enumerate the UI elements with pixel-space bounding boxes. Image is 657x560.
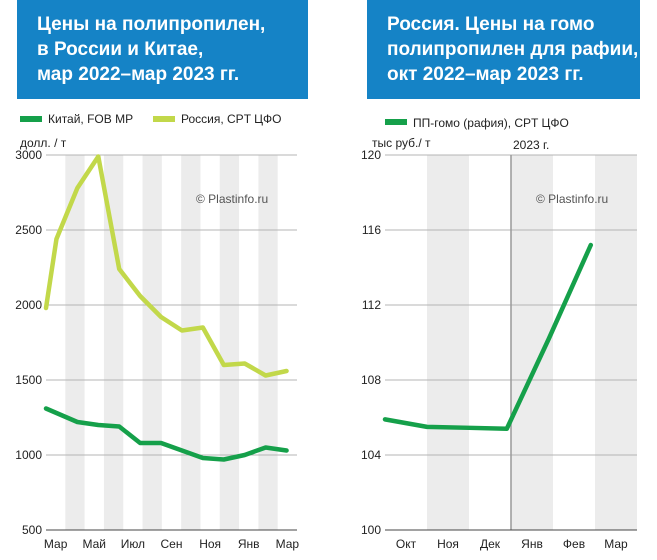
legend-label-china: Китай, FOB MP xyxy=(48,112,133,126)
right-band xyxy=(595,155,637,530)
right-y-tick-label: 104 xyxy=(361,448,381,462)
left-x-tick-label: Сен xyxy=(161,537,183,551)
left-x-tick-label: Мар xyxy=(44,537,68,551)
right-background-bands xyxy=(427,155,637,530)
right-title-line: полипропилен для рафии, xyxy=(387,39,639,60)
left-watermark: © Plastinfo.ru xyxy=(196,192,268,206)
right-x-tick-labels: Окт Ноя Дек Янв Фев Мар xyxy=(396,537,628,551)
right-y-tick-label: 100 xyxy=(361,523,381,537)
legend-label-russia: Россия, CPT ЦФО xyxy=(181,112,281,126)
right-x-tick-label: Фев xyxy=(563,537,585,551)
right-x-tick-label: Дек xyxy=(480,537,501,551)
left-x-tick-label: Янв xyxy=(238,537,260,551)
right-x-tick-label: Окт xyxy=(396,537,417,551)
left-x-tick-label: Май xyxy=(83,537,107,551)
right-band xyxy=(427,155,469,530)
left-band xyxy=(258,155,278,530)
left-y-tick-label: 2000 xyxy=(15,298,42,312)
left-band xyxy=(181,155,201,530)
left-x-tick-label: Июл xyxy=(121,537,145,551)
left-y-tick-label: 1500 xyxy=(15,373,42,387)
right-y-tick-label: 116 xyxy=(362,223,381,237)
year-annotation: 2023 г. xyxy=(513,138,549,152)
left-series-lines xyxy=(43,154,289,462)
right-x-tick-label: Ноя xyxy=(437,537,459,551)
legend-swatch-china xyxy=(20,116,42,122)
right-y-tick-labels: 100 104 108 112 116 120 xyxy=(361,148,381,537)
right-chart-title: Россия. Цены на гомо полипропилен для ра… xyxy=(367,0,640,99)
left-y-tick-label: 2500 xyxy=(15,223,42,237)
right-x-tick-label: Янв xyxy=(521,537,543,551)
left-title-line: в России и Китае, xyxy=(37,39,204,60)
left-x-tick-label: Ноя xyxy=(199,537,221,551)
legend-label-rafia: ПП-гомо (рафия), CPT ЦФО xyxy=(413,116,569,130)
right-chart: 100 104 108 112 116 120 Окт Ноя Дек Янв Фев Мар ты… xyxy=(361,116,637,551)
left-y-tick-label: 500 xyxy=(22,523,42,537)
left-series-line-0 xyxy=(43,406,289,462)
legend-swatch-rafia xyxy=(385,119,407,125)
right-y-tick-label: 108 xyxy=(361,373,381,387)
left-x-tick-labels: Мар Май Июл Сен Ноя Янв Мар xyxy=(44,537,299,551)
right-x-tick-label: Мар xyxy=(604,537,628,551)
left-band xyxy=(65,155,85,530)
left-y-tick-labels: 500 1000 1500 2000 2500 3000 xyxy=(15,148,42,537)
right-y-tick-label: 112 xyxy=(362,298,381,312)
right-y-axis-unit: тыс руб./ т xyxy=(372,136,431,150)
left-background-bands xyxy=(65,155,278,530)
right-title-line: Россия. Цены на гомо xyxy=(387,14,595,35)
legend-swatch-russia xyxy=(153,116,175,122)
left-x-tick-label: Мар xyxy=(276,537,300,551)
right-series-line-0 xyxy=(382,242,594,431)
left-series-line-1 xyxy=(43,154,289,378)
left-y-axis-unit: долл. / т xyxy=(20,136,67,150)
left-band xyxy=(219,155,240,530)
right-y-tick-label: 120 xyxy=(361,148,381,162)
left-chart: 500 1000 1500 2000 2500 3000 Мар Май Июл Сен Ноя Я… xyxy=(15,112,299,551)
left-y-tick-label: 1000 xyxy=(15,448,42,462)
left-y-tick-label: 3000 xyxy=(15,148,42,162)
left-band xyxy=(103,155,124,530)
left-title-line: мар 2022–мар 2023 гг. xyxy=(37,64,240,85)
left-chart-title: Цены на полипропилен, в России и Китае, … xyxy=(17,0,308,99)
left-band xyxy=(142,155,162,530)
right-watermark: © Plastinfo.ru xyxy=(536,192,608,206)
right-title-line: окт 2022–мар 2023 гг. xyxy=(387,64,584,85)
right-series-lines xyxy=(382,242,594,431)
left-title-line: Цены на полипропилен, xyxy=(37,14,266,35)
